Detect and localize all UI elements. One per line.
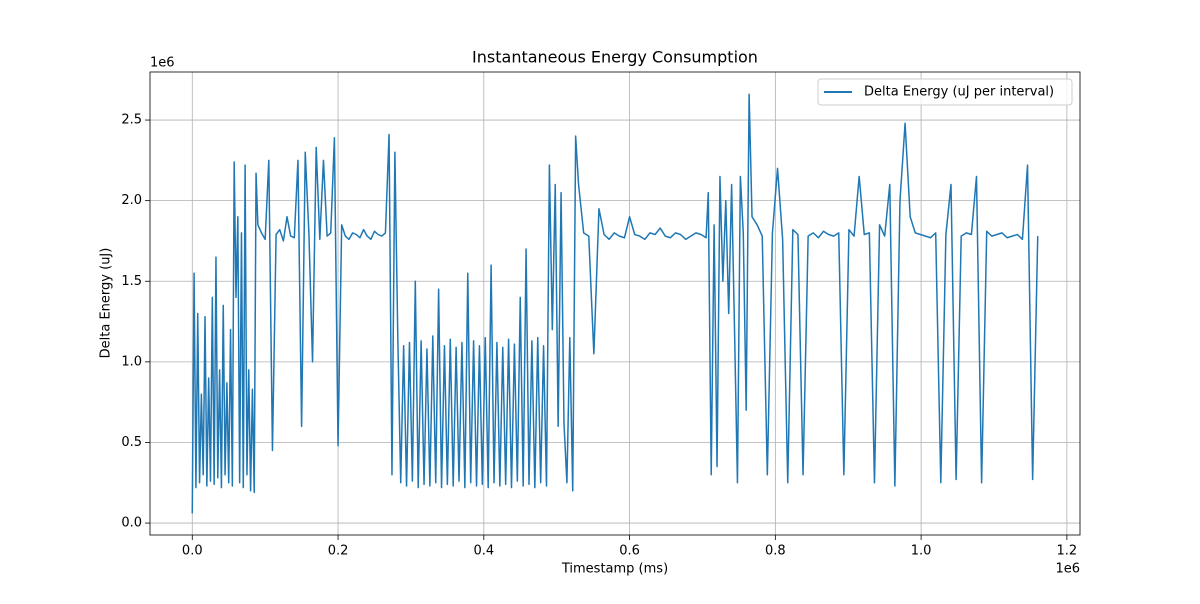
legend-box [817,78,1073,106]
chart-title: Instantaneous Energy Consumption [472,48,758,67]
legend-label: Delta Energy (uJ per interval) [864,85,1054,100]
y-tick-label: 0.0 [121,516,142,531]
x-tick-label: 1.2 [1057,544,1078,559]
y-axis-label: Delta Energy (uJ) [99,248,114,359]
x-tick-label: 0.2 [328,544,349,559]
y-tick-label: 1.0 [121,354,142,369]
x-tick-label: 0.4 [473,544,494,559]
x-axis-label: Timestamp (ms) [561,562,668,577]
x-tick-label: 1.0 [911,544,932,559]
x-tick-label: 0.6 [619,544,640,559]
x-tick-label: 0.0 [182,544,203,559]
y-tick-label: 0.5 [121,435,142,450]
data-line [191,93,1039,514]
y-tick-label: 2.5 [121,113,142,128]
y-tick-label: 2.0 [121,193,142,208]
y-offset-label: 1e6 [150,56,175,71]
y-tick-label: 1.5 [121,274,142,289]
x-tick-label: 0.8 [765,544,786,559]
plot-frame [149,71,1081,536]
x-offset-label: 1e6 [1055,562,1080,577]
